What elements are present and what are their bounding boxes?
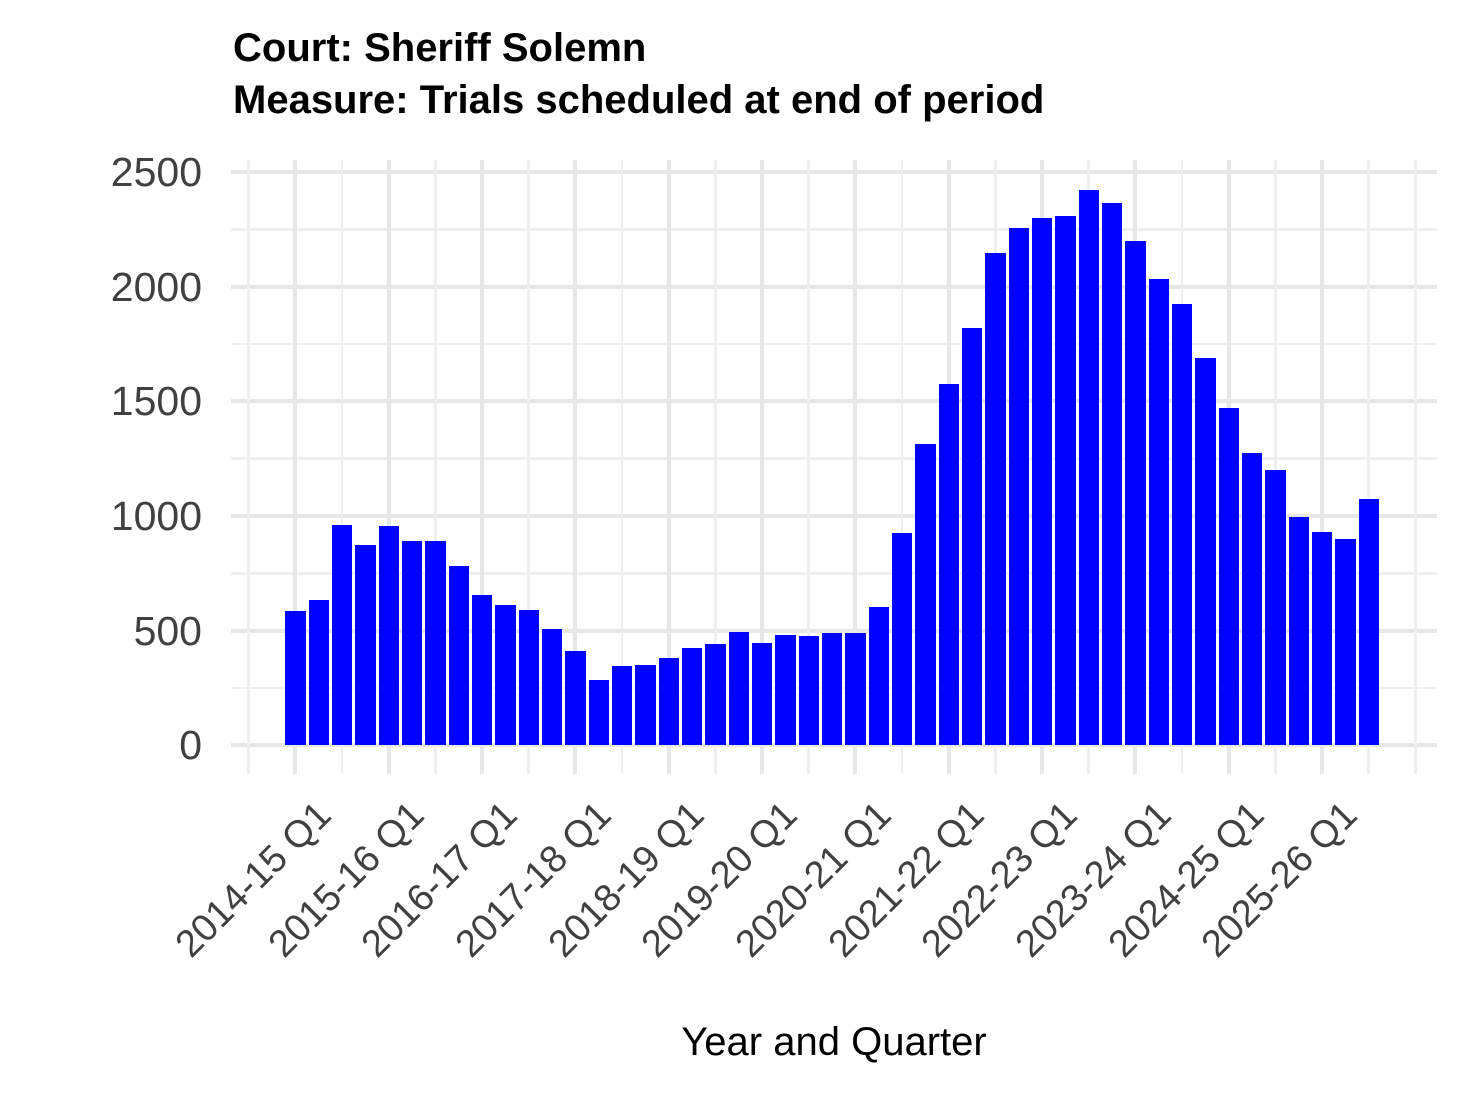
bar-2018-19 Q1 bbox=[658, 658, 679, 746]
bar-2015-16 Q4 bbox=[448, 566, 469, 746]
bar-2024-25 Q4 bbox=[1288, 517, 1309, 746]
x-minor-gridline bbox=[340, 160, 344, 774]
y-minor-gridline bbox=[231, 342, 1437, 346]
bar-2018-19 Q4 bbox=[728, 631, 749, 746]
y-major-gridline bbox=[231, 170, 1437, 174]
bar-2021-22 Q3 bbox=[985, 253, 1006, 746]
y-major-gridline bbox=[231, 743, 1437, 748]
x-major-gridline bbox=[479, 160, 484, 774]
y-major-gridline bbox=[231, 284, 1437, 289]
y-axis-tick-label: 500 bbox=[133, 607, 202, 654]
x-major-gridline bbox=[759, 160, 764, 774]
bar-2020-21 Q4 bbox=[915, 443, 936, 746]
y-minor-gridline bbox=[231, 228, 1437, 231]
bar-2017-18 Q1 bbox=[565, 651, 586, 746]
bar-2016-17 Q2 bbox=[495, 605, 516, 746]
bar-2020-21 Q2 bbox=[868, 606, 889, 746]
bar-2015-16 Q2 bbox=[401, 541, 423, 746]
bar-2022-23 Q3 bbox=[1078, 190, 1099, 746]
bar-2015-16 Q3 bbox=[425, 541, 446, 746]
bar-2024-25 Q2 bbox=[1241, 452, 1263, 746]
bar-2019-20 Q2 bbox=[775, 635, 796, 746]
bar-2018-19 Q2 bbox=[681, 647, 703, 746]
y-major-gridline bbox=[231, 628, 1437, 633]
x-minor-gridline bbox=[714, 160, 717, 774]
bar-2016-17 Q4 bbox=[541, 629, 563, 746]
bar-2017-18 Q2 bbox=[588, 679, 609, 746]
bar-2017-18 Q3 bbox=[611, 666, 633, 746]
bar-2022-23 Q4 bbox=[1101, 202, 1123, 746]
y-minor-gridline bbox=[231, 457, 1437, 460]
y-major-gridline bbox=[231, 399, 1437, 404]
bar-2014-15 Q1 bbox=[285, 611, 306, 746]
bar-2023-24 Q2 bbox=[1148, 278, 1169, 746]
bar-2021-22 Q1 bbox=[938, 384, 959, 746]
bar-2015-16 Q1 bbox=[378, 526, 399, 746]
bar-2018-19 Q3 bbox=[705, 644, 726, 746]
x-minor-gridline bbox=[1274, 160, 1277, 774]
x-minor-gridline bbox=[620, 160, 624, 774]
y-axis-tick-label: 2000 bbox=[110, 263, 202, 310]
x-minor-gridline bbox=[1414, 160, 1417, 774]
bar-2023-24 Q4 bbox=[1195, 357, 1216, 746]
bar-2016-17 Q3 bbox=[518, 610, 539, 746]
bar-2022-23 Q2 bbox=[1055, 215, 1076, 746]
x-major-gridline bbox=[293, 160, 298, 774]
bar-2025-26 Q2 bbox=[1335, 538, 1356, 746]
bar-2025-26 Q1 bbox=[1311, 532, 1333, 746]
plot-panel bbox=[231, 160, 1437, 774]
bar-2025-26 Q3 bbox=[1358, 498, 1379, 746]
x-minor-gridline bbox=[527, 160, 530, 774]
bar-2023-24 Q3 bbox=[1171, 303, 1193, 746]
bar-2023-24 Q1 bbox=[1125, 240, 1146, 746]
bar-2022-23 Q1 bbox=[1031, 217, 1053, 746]
y-minor-gridline bbox=[231, 572, 1437, 575]
y-axis-tick-label: 0 bbox=[179, 722, 202, 769]
bar-2020-21 Q1 bbox=[845, 632, 866, 746]
bar-2014-15 Q4 bbox=[355, 544, 376, 746]
y-axis-tick-label: 2500 bbox=[110, 149, 202, 195]
bar-2019-20 Q1 bbox=[751, 643, 773, 746]
x-major-gridline bbox=[573, 160, 578, 774]
x-minor-gridline bbox=[434, 160, 437, 774]
x-major-gridline bbox=[386, 160, 391, 774]
bar-2021-22 Q4 bbox=[1008, 228, 1029, 746]
x-axis-title: Year and Quarter bbox=[681, 1020, 987, 1064]
y-axis-tick-label: 1500 bbox=[110, 378, 202, 425]
chart-title: Court: Sheriff Solemn bbox=[233, 26, 647, 70]
bar-2014-15 Q2 bbox=[308, 599, 329, 746]
bar-2021-22 Q2 bbox=[961, 327, 983, 746]
x-major-gridline bbox=[853, 160, 858, 774]
bar-2024-25 Q3 bbox=[1265, 470, 1286, 746]
bar-2017-18 Q4 bbox=[635, 665, 656, 746]
bar-2019-20 Q4 bbox=[821, 632, 843, 746]
x-minor-gridline bbox=[900, 160, 904, 774]
bar-2024-25 Q1 bbox=[1218, 408, 1239, 746]
x-major-gridline bbox=[1319, 160, 1324, 774]
bar-2019-20 Q3 bbox=[798, 636, 819, 746]
chart-subtitle: Measure: Trials scheduled at end of peri… bbox=[233, 78, 1045, 122]
y-axis-tick-label: 1000 bbox=[110, 492, 202, 539]
x-minor-gridline bbox=[247, 160, 250, 774]
x-minor-gridline bbox=[1367, 160, 1370, 774]
y-major-gridline bbox=[231, 513, 1437, 518]
bar-2014-15 Q3 bbox=[331, 525, 353, 746]
bar-2020-21 Q3 bbox=[891, 533, 913, 746]
bar-2016-17 Q1 bbox=[471, 595, 493, 746]
x-minor-gridline bbox=[807, 160, 810, 774]
x-major-gridline bbox=[666, 160, 671, 774]
